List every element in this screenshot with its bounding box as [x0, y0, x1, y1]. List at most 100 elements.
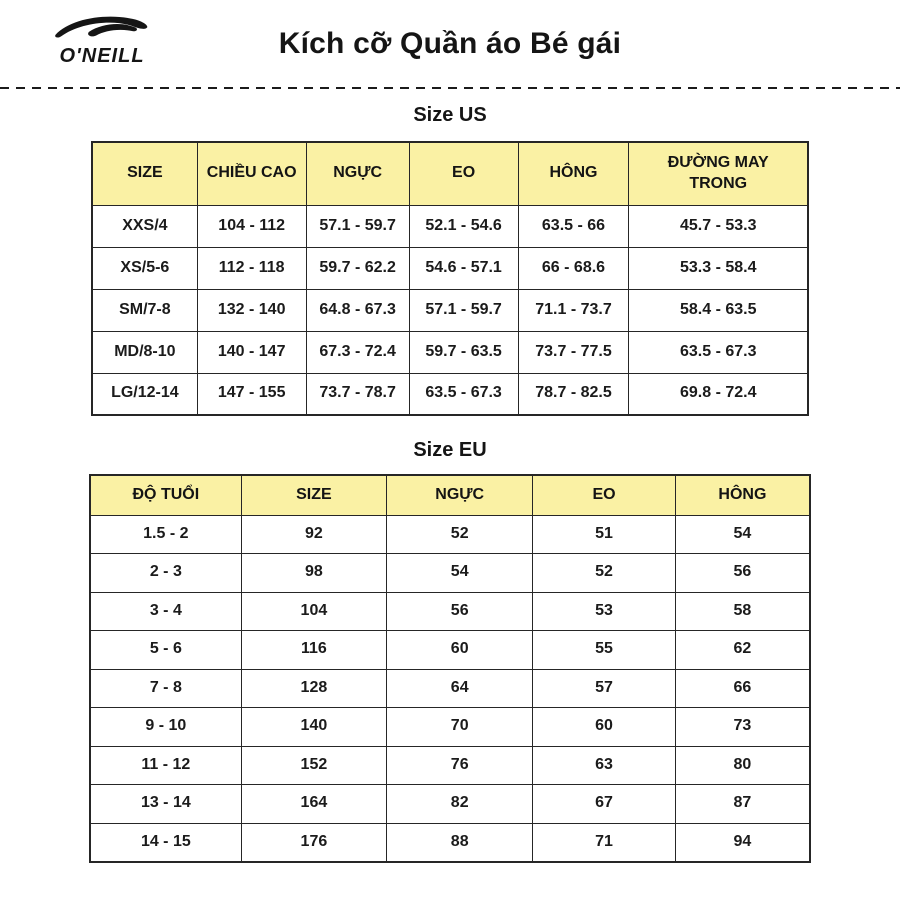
table-row: 11 - 12 152 76 63 80: [89, 745, 811, 785]
table-cell: 76: [386, 745, 534, 785]
table-row: XS/5-6 112 - 118 59.7 - 62.2 54.6 - 57.1 66 …: [91, 246, 809, 290]
table-cell: 60: [532, 707, 676, 747]
table-cell: 63.5 - 66: [517, 204, 630, 248]
table-row: SM/7-8 132 - 140 64.8 - 67.3 57.1 - 59.7 71.…: [91, 288, 809, 332]
table-cell: XS/5-6: [91, 246, 198, 290]
column-header: SIZE: [240, 474, 388, 516]
table-cell: 59.7 - 62.2: [305, 246, 410, 290]
column-header: SIZE: [91, 141, 198, 206]
table-cell: 73: [674, 707, 811, 747]
table-cell: 66 - 68.6: [517, 246, 630, 290]
table-cell: 13 - 14: [89, 784, 242, 824]
table-cell: 71.1 - 73.7: [517, 288, 630, 332]
size-eu-heading: Size EU: [413, 439, 487, 461]
table-cell: 116: [240, 630, 388, 670]
table-cell: 11 - 12: [89, 745, 242, 785]
table-row: LG/12-14 147 - 155 73.7 - 78.7 63.5 - 67.3 7…: [91, 372, 809, 416]
table-cell: 67: [532, 784, 676, 824]
column-header: EO: [408, 141, 519, 206]
table-row: 9 - 10 140 70 60 73: [89, 707, 811, 747]
column-header: ĐỘ TUỔI: [89, 474, 242, 516]
table-cell: 132 - 140: [196, 288, 307, 332]
table-cell: 57: [532, 668, 676, 708]
table-cell: 57.1 - 59.7: [408, 288, 519, 332]
table-cell: LG/12-14: [91, 372, 198, 416]
table-cell: 63.5 - 67.3: [408, 372, 519, 416]
table-cell: 128: [240, 668, 388, 708]
table-cell: 53.3 - 58.4: [628, 246, 809, 290]
table-row: 7 - 8 128 64 57 66: [89, 668, 811, 708]
table-row: 2 - 3 98 54 52 56: [89, 553, 811, 593]
table-cell: 54.6 - 57.1: [408, 246, 519, 290]
column-header: ĐƯỜNG MAY TRONG: [628, 141, 809, 206]
table-cell: 56: [674, 553, 811, 593]
oneill-logo: O'NEILL: [46, 13, 158, 66]
table-cell: 60: [386, 630, 534, 670]
header-row: ĐỘ TUỔI SIZE NGỰC EO HÔNG: [89, 474, 811, 516]
table-cell: 54: [386, 553, 534, 593]
column-header: CHIỀU CAO: [196, 141, 307, 206]
table-cell: 52.1 - 54.6: [408, 204, 519, 248]
table-cell: 9 - 10: [89, 707, 242, 747]
table-cell: 140 - 147: [196, 330, 307, 374]
table-cell: 152: [240, 745, 388, 785]
header-row: SIZE CHIỀU CAO NGỰC EO HÔNG ĐƯỜNG MAY TRONG: [91, 141, 809, 206]
table-cell: 52: [532, 553, 676, 593]
table-cell: 5 - 6: [89, 630, 242, 670]
size-eu-table: ĐỘ TUỔI SIZE NGỰC EO HÔNG 1.5 - 2 92 52 51 54 2 - …: [89, 474, 811, 863]
table-cell: 7 - 8: [89, 668, 242, 708]
table-cell: 82: [386, 784, 534, 824]
table-cell: 64: [386, 668, 534, 708]
oneill-wave-icon: [55, 16, 148, 38]
size-eu-section: Size EU ĐỘ TUỔI SIZE NGỰC EO HÔNG 1.5 - 2 92 52…: [0, 416, 900, 863]
table-cell: 147 - 155: [196, 372, 307, 416]
table-cell: 52: [386, 514, 534, 554]
table-cell: 67.3 - 72.4: [305, 330, 410, 374]
table-cell: 80: [674, 745, 811, 785]
table-cell: 1.5 - 2: [89, 514, 242, 554]
table-cell: 59.7 - 63.5: [408, 330, 519, 374]
table-cell: 51: [532, 514, 676, 554]
table-cell: 140: [240, 707, 388, 747]
table-cell: 164: [240, 784, 388, 824]
size-us-heading: Size US: [413, 104, 487, 126]
table-cell: 104: [240, 591, 388, 631]
column-header: HÔNG: [674, 474, 811, 516]
dashed-divider: [0, 87, 900, 89]
table-cell: 87: [674, 784, 811, 824]
column-header: NGỰC: [386, 474, 534, 516]
size-us-table: SIZE CHIỀU CAO NGỰC EO HÔNG ĐƯỜNG MAY TRONG XX…: [91, 141, 809, 416]
table-cell: 78.7 - 82.5: [517, 372, 630, 416]
table-cell: 14 - 15: [89, 822, 242, 862]
page-title: Kích cỡ Quần áo Bé gái: [278, 26, 622, 60]
table-cell: 63: [532, 745, 676, 785]
table-cell: 2 - 3: [89, 553, 242, 593]
table-cell: 58: [674, 591, 811, 631]
table-cell: 45.7 - 53.3: [628, 204, 809, 248]
column-header: HÔNG: [517, 141, 630, 206]
oneill-logo-text: O'NEILL: [59, 45, 145, 67]
column-header: EO: [532, 474, 676, 516]
table-row: 5 - 6 116 60 55 62: [89, 630, 811, 670]
table-cell: 104 - 112: [196, 204, 307, 248]
table-cell: 73.7 - 77.5: [517, 330, 630, 374]
table-cell: 98: [240, 553, 388, 593]
table-cell: MD/8-10: [91, 330, 198, 374]
page-header: O'NEILL Kích cỡ Quần áo Bé gái: [0, 0, 900, 87]
table-cell: 112 - 118: [196, 246, 307, 290]
table-cell: 55: [532, 630, 676, 670]
table-cell: 69.8 - 72.4: [628, 372, 809, 416]
table-cell: 57.1 - 59.7: [305, 204, 410, 248]
table-row: 3 - 4 104 56 53 58: [89, 591, 811, 631]
table-row: MD/8-10 140 - 147 67.3 - 72.4 59.7 - 63.5 73…: [91, 330, 809, 374]
table-cell: 92: [240, 514, 388, 554]
table-cell: 66: [674, 668, 811, 708]
table-cell: 54: [674, 514, 811, 554]
table-cell: 73.7 - 78.7: [305, 372, 410, 416]
table-cell: 53: [532, 591, 676, 631]
column-header: NGỰC: [305, 141, 410, 206]
table-cell: 176: [240, 822, 388, 862]
table-cell: 94: [674, 822, 811, 862]
table-row: XXS/4 104 - 112 57.1 - 59.7 52.1 - 54.6 63.5…: [91, 204, 809, 248]
